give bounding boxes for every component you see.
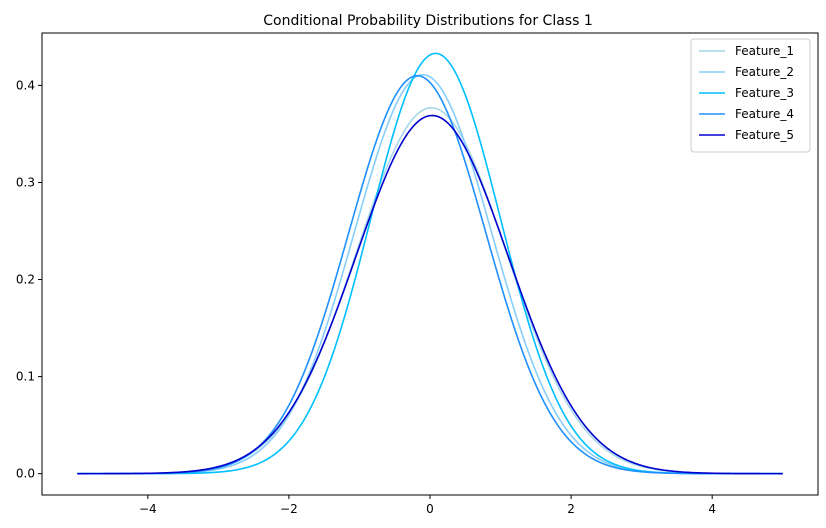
x-tick-label: −2: [280, 502, 298, 516]
y-axis: 0.0 0.1 0.2 0.3 0.4: [16, 78, 42, 481]
y-tick-label: 0.2: [16, 273, 35, 287]
legend-label-feature-3: Feature_3: [735, 86, 794, 100]
y-tick-label: 0.4: [16, 78, 35, 92]
y-tick-label: 0.0: [16, 467, 35, 481]
legend-label-feature-1: Feature_1: [735, 44, 794, 58]
series-line-feature-1: [77, 106, 783, 475]
x-tick-label: 4: [708, 502, 716, 516]
legend-label-feature-2: Feature_2: [735, 65, 794, 79]
y-tick-label: 0.3: [16, 175, 35, 189]
series-layer: [77, 52, 783, 475]
legend: Feature_1 Feature_2 Feature_3 Feature_4 Feat…: [690, 38, 811, 153]
x-tick-label: −4: [139, 502, 157, 516]
legend-label-feature-4: Feature_4: [735, 107, 794, 121]
legend-box: [690, 38, 811, 153]
legend-label-feature-5: Feature_5: [735, 128, 794, 142]
y-tick-label: 0.1: [16, 370, 35, 384]
series-line-feature-2: [77, 73, 783, 475]
x-axis: −4 −2 0 2 4: [139, 495, 716, 516]
x-tick-label: 0: [426, 502, 434, 516]
series-line-feature-4: [77, 74, 783, 475]
chart-title: Conditional Probability Distributions fo…: [263, 13, 593, 29]
series-line-feature-5: [77, 114, 783, 475]
x-tick-label: 2: [567, 502, 575, 516]
